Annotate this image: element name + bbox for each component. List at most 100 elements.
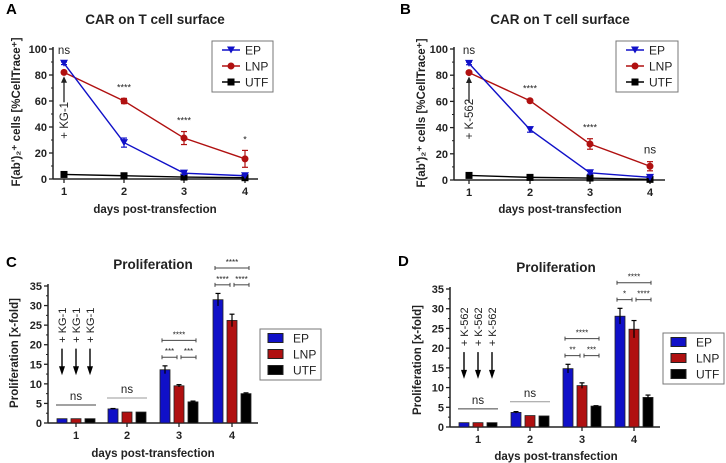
bar-EP-day3 [562,368,574,428]
bar-EP-day1 [56,418,68,424]
legend-label-EP: EP [696,336,712,350]
data-point-UTF [120,172,128,180]
stimulation-label: + KG-1 [59,102,71,139]
significance-label: ns [644,145,656,157]
x-tick-label: 4 [229,430,236,442]
y-tick-label: 25 [432,323,444,335]
legend-swatch-UTF [267,365,284,375]
bar-LNP-day3 [173,385,185,424]
stimulation-label: + K-562 [459,307,471,346]
legend-swatch-LNP [267,349,284,359]
data-point-LNP [526,97,534,105]
significance-label: **** [226,258,238,267]
bar-LNP-day2 [524,415,536,428]
y-tick-label: 20 [432,343,444,355]
bar-EP-day1 [458,422,470,428]
significance-label: **** [216,275,228,284]
legend-marker-EP [227,46,235,54]
y-tick-label: 80 [35,70,47,82]
chart-title: CAR on T cell surface [490,12,630,27]
x-tick-label: 1 [61,186,67,198]
significance-label: **** [628,273,640,282]
bar-UTF-day4 [240,393,252,424]
bar-LNP-day2 [121,411,133,424]
y-axis-label: Proliferation [x-fold] [9,298,21,408]
data-point-UTF [586,174,594,182]
y-tick-label: 20 [30,340,42,352]
bar-LNP-day1 [70,418,82,424]
y-tick-label: 5 [36,398,42,410]
significance-label: **** [173,330,185,339]
significance-label: **** [583,123,598,133]
significance-label: **** [177,116,192,126]
bar-EP-day3 [159,369,171,424]
significance-label: *** [165,347,174,356]
data-point-LNP [465,69,473,77]
stimulation-label: + KG-1 [71,308,83,343]
y-tick-label: 10 [30,379,42,391]
y-tick-label: 35 [432,284,444,296]
data-point-EP [180,169,188,177]
bar-EP-day2 [510,412,522,428]
significance-label: ns [524,388,536,400]
x-tick-label: 3 [176,430,182,442]
bar-LNP-day4 [628,328,640,428]
significance-label: **** [637,290,649,299]
legend-label-LNP: LNP [696,352,719,366]
stimulation-label: + K-562 [487,307,499,346]
legend-marker-EP [631,46,639,54]
bar-UTF-day4 [642,397,654,428]
legend-marker-LNP [631,62,639,70]
significance-label: ns [472,395,484,407]
x-tick-label: 2 [124,430,130,442]
data-point-UTF [180,173,188,181]
y-axis-label: Proliferation [x-fold] [412,305,424,415]
legend-swatch-EP [670,337,687,347]
y-tick-label: 100 [29,44,47,56]
x-tick-label: 4 [242,186,249,198]
x-tick-label: 1 [466,187,472,199]
significance-label: *** [184,347,193,356]
legend-label-LNP: LNP [293,348,316,362]
chart-title: CAR on T cell surface [85,12,225,27]
y-tick-label: 0 [36,418,42,430]
significance-label: * [243,134,247,144]
bar-UTF-day2 [538,415,550,428]
y-tick-label: 80 [436,70,448,82]
panel-C: C Proliferation days post-transfection Prol… [6,254,322,460]
legend-label-UTF: UTF [649,76,672,90]
bar-EP-day4 [614,315,626,428]
bar-EP-day2 [107,408,119,424]
data-point-LNP [241,155,249,163]
legend-swatch-UTF [670,369,687,379]
series-line-EP [63,62,246,177]
stimulation-label: + K-562 [473,307,485,346]
x-axis-label: days post-transfection [93,204,216,216]
arrow-head-icon [59,366,65,376]
significance-label: **** [235,275,247,284]
significance-label: ns [463,45,475,57]
series-line-UTF [63,173,246,179]
panel-letter: B [400,1,411,18]
x-tick-label: 4 [631,434,638,446]
panel-letter: C [6,254,17,271]
arrow-head-icon [466,76,472,84]
arrow-head-icon [61,76,67,83]
y-tick-label: 20 [35,148,47,160]
significance-label: ns [58,45,70,57]
y-tick-label: 30 [30,301,42,313]
x-tick-label: 3 [579,434,585,446]
legend-marker-UTF [227,78,235,86]
x-tick-label: 3 [181,186,187,198]
data-point-UTF [526,173,534,181]
y-tick-label: 30 [432,304,444,316]
bar-UTF-day1 [84,418,96,424]
arrow-head-icon [87,366,93,376]
bar-UTF-day3 [187,401,199,424]
legend-label-EP: EP [293,332,309,346]
y-tick-label: 0 [41,174,47,186]
x-tick-label: 1 [73,430,79,442]
significance-label: ns [121,384,133,396]
y-tick-label: 40 [35,122,47,134]
